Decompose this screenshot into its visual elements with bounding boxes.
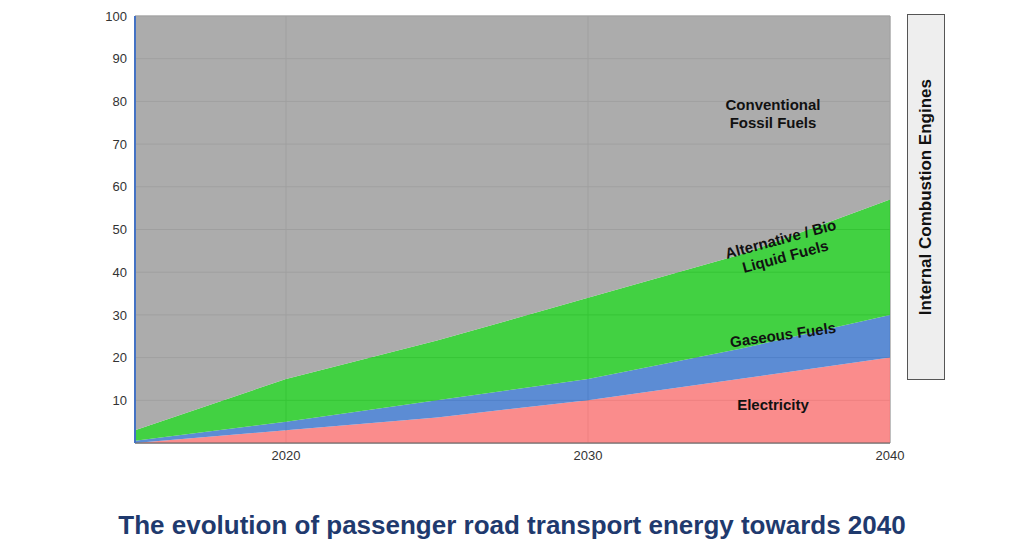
html-text:Alternative / Bio Liquid Fuels: Alternative / Bio Liquid Fuels xyxy=(723,215,838,276)
svg-text:70: 70 xyxy=(113,137,127,152)
svg-text:2020: 2020 xyxy=(272,448,301,463)
html-text:The evolution of passenger roa: The evolution of passenger road transpor… xyxy=(118,510,906,540)
html-text:Gaseous Fuels: Gaseous Fuels xyxy=(728,318,837,351)
svg-text:90: 90 xyxy=(113,51,127,66)
html-text:Internal Combustion Engines: Internal Combustion Engines xyxy=(916,78,935,316)
svg-text:2030: 2030 xyxy=(574,448,603,463)
svg-text:80: 80 xyxy=(113,94,127,109)
svg-text:100: 100 xyxy=(105,9,127,24)
html-text:Conventional Fossil Fuels: Conventional Fossil Fuels xyxy=(725,96,821,131)
html-text:Electricity: Electricity xyxy=(737,396,809,413)
svg-text:60: 60 xyxy=(113,179,127,194)
svg-text:30: 30 xyxy=(113,308,127,323)
svg-text:50: 50 xyxy=(113,222,127,237)
svg-text:2040: 2040 xyxy=(876,448,905,463)
svg-text:10: 10 xyxy=(113,393,127,408)
svg-text:20: 20 xyxy=(113,350,127,365)
svg-text:40: 40 xyxy=(113,265,127,280)
